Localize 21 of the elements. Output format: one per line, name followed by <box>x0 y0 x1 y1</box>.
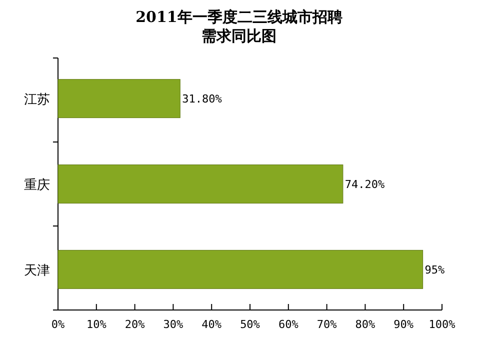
data-label: 31.80% <box>182 92 222 106</box>
bar <box>58 79 180 118</box>
x-tick-label: 20% <box>124 318 146 331</box>
x-tick-label: 60% <box>278 318 299 331</box>
data-label: 74.20% <box>344 178 386 191</box>
x-tick-label: 30% <box>163 318 184 331</box>
x-tick-label: 40% <box>202 318 222 331</box>
bar <box>58 164 344 204</box>
x-tick-label: 50% <box>240 318 260 331</box>
x-tick-label: 100% <box>428 318 456 331</box>
bar <box>58 250 424 289</box>
y-tick-label: 重庆 <box>24 178 50 193</box>
y-tick-label: 天津 <box>24 263 50 278</box>
data-label: 95% <box>424 263 446 276</box>
x-tick-label: 90% <box>394 318 414 331</box>
y-tick-label: 江苏 <box>24 92 50 108</box>
x-tick-label: 80% <box>355 318 376 331</box>
x-tick-label: 0% <box>51 318 65 331</box>
x-tick-label: 70% <box>316 318 338 331</box>
chart-title: 2011年一季度二三线城市招聘需求同比图 <box>136 8 342 45</box>
x-tick-label: 10% <box>86 318 107 331</box>
